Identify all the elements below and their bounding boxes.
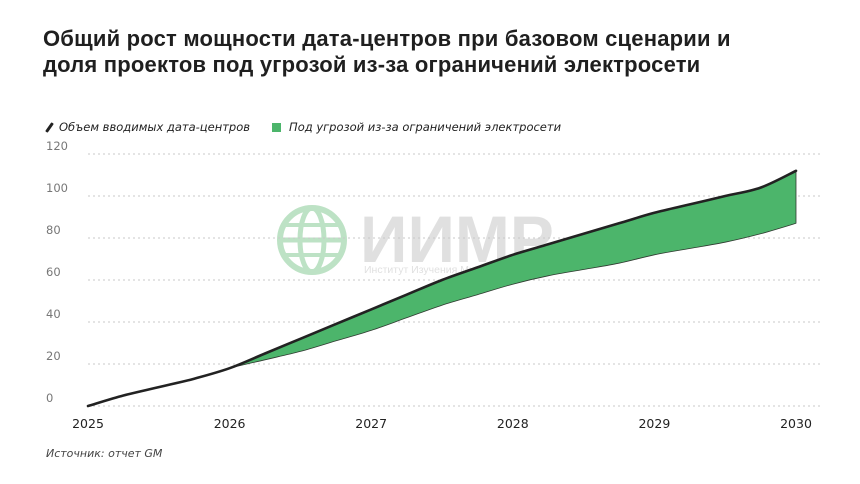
x-axis: 2025 2026 2027 2028 2029 2030 <box>72 416 812 431</box>
chart-title: Общий рост мощности дата-центров при баз… <box>43 26 731 77</box>
x-tick-label: 2030 <box>780 416 812 431</box>
y-tick-label: 100 <box>46 181 68 195</box>
source-note: Источник: отчет GM <box>46 447 163 460</box>
x-tick-label: 2027 <box>355 416 387 431</box>
y-tick-label: 20 <box>46 349 61 363</box>
y-axis: 0 20 40 60 80 100 120 <box>46 139 68 405</box>
legend-item-area: Под угрозой из-за ограничений электросет… <box>272 120 561 134</box>
x-tick-label: 2026 <box>214 416 246 431</box>
globe-icon <box>277 205 347 275</box>
y-tick-label: 60 <box>46 265 61 279</box>
y-tick-label: 80 <box>46 223 61 237</box>
x-tick-label: 2025 <box>72 416 104 431</box>
y-tick-label: 40 <box>46 307 61 321</box>
series <box>86 169 798 408</box>
series-line-volume <box>86 169 798 408</box>
x-tick-label: 2029 <box>638 416 670 431</box>
y-tick-label: 0 <box>46 391 53 405</box>
area-swatch-icon <box>272 122 282 132</box>
legend-item-line: Объем вводимых дата-центров <box>45 120 251 134</box>
legend-label-line: Объем вводимых дата-центров <box>59 120 251 134</box>
chart-legend: Объем вводимых дата-центров Под угрозой … <box>45 118 583 136</box>
x-tick-label: 2028 <box>497 416 529 431</box>
legend-label-area: Под угрозой из-за ограничений электросет… <box>289 120 562 134</box>
y-tick-label: 120 <box>46 139 68 153</box>
